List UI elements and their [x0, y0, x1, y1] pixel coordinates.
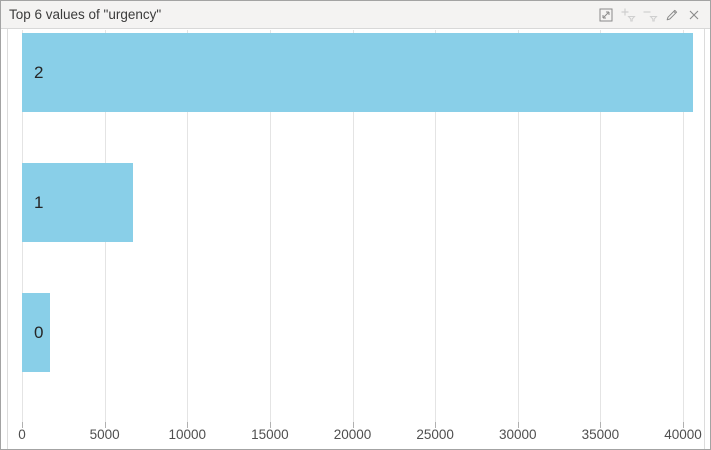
axis-tick-label: 35000	[581, 427, 620, 442]
panel-title: Top 6 values of "urgency"	[9, 7, 162, 22]
add-filter-button[interactable]	[619, 6, 637, 24]
bar[interactable]: 0	[22, 293, 50, 372]
axis-tick-label: 40000	[664, 427, 702, 442]
gridline	[517, 30, 519, 422]
axis-tick	[435, 422, 437, 428]
expand-button[interactable]	[597, 6, 615, 24]
axis-tick-label: 10000	[168, 427, 207, 442]
bar-label: 1	[34, 192, 44, 212]
plot-left-border	[7, 29, 8, 449]
axis-tick-label: 0	[18, 427, 26, 442]
axis-tick	[683, 422, 684, 428]
close-icon	[689, 10, 699, 19]
panel-titlebar: Top 6 values of "urgency"	[1, 1, 710, 29]
add-filter-icon	[621, 8, 636, 21]
panel-toolbar	[597, 6, 703, 24]
gridline	[352, 30, 354, 422]
chart-area: 0 5000 10000 15000 20000 25000 30000 35000 40000…	[1, 29, 710, 449]
close-button[interactable]	[685, 6, 703, 24]
axis-tick-label: 30000	[498, 427, 537, 442]
bar[interactable]: 1	[22, 163, 133, 242]
gridline	[187, 30, 189, 422]
axis-tick	[269, 422, 271, 428]
axis-tick	[517, 422, 519, 428]
axis-tick	[600, 422, 602, 428]
remove-filter-icon	[643, 10, 658, 21]
edit-button[interactable]	[663, 6, 681, 24]
bar-label: 2	[34, 62, 44, 82]
axis-tick	[187, 422, 189, 428]
gridline	[269, 30, 271, 422]
plot-right-border	[704, 29, 705, 449]
expand-icon	[599, 8, 613, 21]
gridline	[600, 30, 602, 422]
axis-tick	[104, 422, 106, 428]
gridline	[435, 30, 437, 422]
pencil-icon	[666, 9, 678, 20]
axis-tick	[352, 422, 354, 428]
bar-label: 0	[34, 322, 44, 342]
axis-tick-label: 15000	[251, 427, 289, 442]
gridline	[683, 30, 684, 422]
remove-filter-button[interactable]	[641, 6, 659, 24]
axis-tick	[22, 422, 23, 428]
axis-tick-label: 20000	[333, 427, 372, 442]
axis-tick-label: 25000	[416, 427, 454, 442]
axis-tick-label: 5000	[89, 427, 120, 442]
bar[interactable]: 2	[22, 33, 693, 112]
